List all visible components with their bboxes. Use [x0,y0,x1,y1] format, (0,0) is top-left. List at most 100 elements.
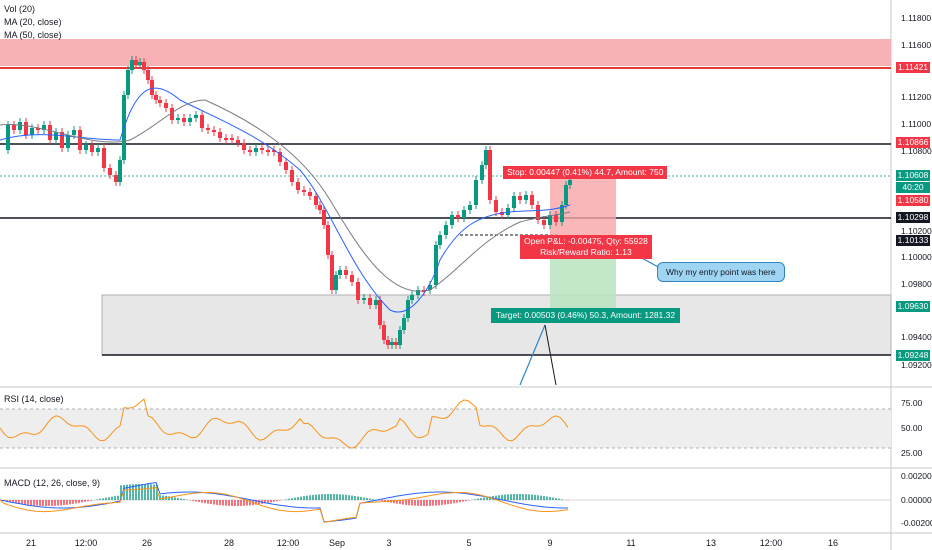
candle-body [568,180,572,185]
macd-histogram-bar [483,497,485,500]
macd-histogram-bar [264,500,266,504]
candle-body [444,225,448,235]
macd-histogram-bar [498,495,500,500]
candle-body [224,138,228,140]
resistance-price-tag: 1.11421 [896,62,930,73]
candle-body [242,143,246,150]
candle-body [18,122,22,130]
macd-histogram-bar [555,498,557,500]
candle-body [394,342,398,345]
macd-histogram-bar [300,496,302,500]
macd-histogram-bar [108,497,110,500]
time-tick: 11 [626,538,636,548]
macd-histogram-bar [180,498,182,500]
price-tick: 1.11600 [901,40,932,50]
candle-body [42,125,46,130]
annotation-callout[interactable]: Why my entry point was here [657,262,785,282]
candle-body [230,138,234,140]
ma50-line [0,99,571,292]
ma20-indicator-label[interactable]: MA (20, close) [4,17,62,27]
macd-histogram-bar [474,499,476,500]
macd-histogram-bar [114,496,116,500]
macd-histogram-bar [429,500,431,506]
candle-body [410,295,414,300]
macd-histogram-bar [507,494,509,500]
macd-histogram-bar [99,498,101,500]
macd-histogram-bar [111,496,113,500]
candle-body [236,140,240,143]
macd-histogram-bar [534,494,536,500]
macd-histogram-bar [213,500,215,505]
macd-histogram-bar [219,500,221,506]
macd-histogram-bar [306,495,308,500]
resistance-zone [0,39,891,66]
macd-histogram-bar [132,484,134,500]
vol-indicator-label[interactable]: Vol (20) [4,4,36,14]
macd-histogram-bar [90,500,92,501]
macd-histogram-bar [351,495,353,500]
candle-body [438,235,442,245]
ma20-line [0,87,571,313]
macd-histogram-bar [381,500,383,501]
bar-countdown-tag: 40:20 [896,182,930,193]
candle-body [564,185,568,205]
macd-histogram-bar [147,484,149,500]
macd-histogram-bar [6,500,8,502]
candle-body [266,150,270,152]
macd-histogram-bar [519,494,521,500]
macd-histogram-bar [69,500,71,505]
macd-histogram-bar [24,500,26,505]
macd-histogram-bar [273,500,275,502]
macd-histogram-bar [183,499,185,500]
time-tick: 26 [141,538,153,548]
macd-histogram-bar [435,500,437,506]
candle-body [530,195,534,205]
macd-histogram-bar [327,494,329,500]
candle-body [194,115,198,118]
macd-histogram-bar [426,500,428,506]
price-tick: 1.10800 [901,146,932,156]
candle-body [206,128,210,130]
candle-body [138,62,142,65]
macd-histogram-bar [456,500,458,503]
candle-body [170,108,174,120]
candle-body [24,122,28,135]
candle-body [134,60,138,65]
candle-body [386,340,390,345]
candle-body [434,245,438,285]
target-label[interactable]: Target: 0.00503 (0.46%) 50.3, Amount: 12… [491,308,681,323]
pnl-label[interactable]: Open P&L: -0.00475, Qty: 55928 Risk/Rewa… [520,235,652,259]
macd-histogram-bar [303,496,305,500]
candle-body [334,275,338,290]
time-tick: 12:00 [276,538,300,548]
candle-body [278,152,282,162]
candle-body [284,162,288,170]
macd-histogram-bar [291,498,293,500]
macd-histogram-bar [549,497,551,500]
ma50-indicator-label[interactable]: MA (50, close) [4,30,62,40]
macd-histogram-bar [270,500,272,503]
macd-histogram-bar [249,500,251,506]
candle-body [30,128,34,135]
macd-histogram-bar [528,494,530,500]
rsi-band [0,409,891,448]
stop-label[interactable]: Stop: 0.00447 (0.41%) 44.7, Amount: 750 [503,166,668,179]
time-tick: 9 [547,538,553,548]
rsi-indicator-label[interactable]: RSI (14, close) [4,394,64,404]
time-tick: 28 [223,538,235,548]
candle-body [536,205,540,220]
candle-body [182,118,186,122]
macd-histogram-bar [105,497,107,500]
macd-line [0,481,568,523]
macd-histogram-bar [18,500,20,504]
macd-histogram-bar [363,497,365,500]
macd-histogram-bar [366,498,368,500]
macd-histogram-bar [450,500,452,504]
candle-body [48,125,52,140]
macd-histogram-bar [486,496,488,500]
macd-indicator-label[interactable]: MACD (12, 26, close, 9) [4,478,101,488]
rsi-line [0,398,569,449]
macd-histogram-bar [204,500,206,504]
macd-histogram-bar [138,484,140,500]
